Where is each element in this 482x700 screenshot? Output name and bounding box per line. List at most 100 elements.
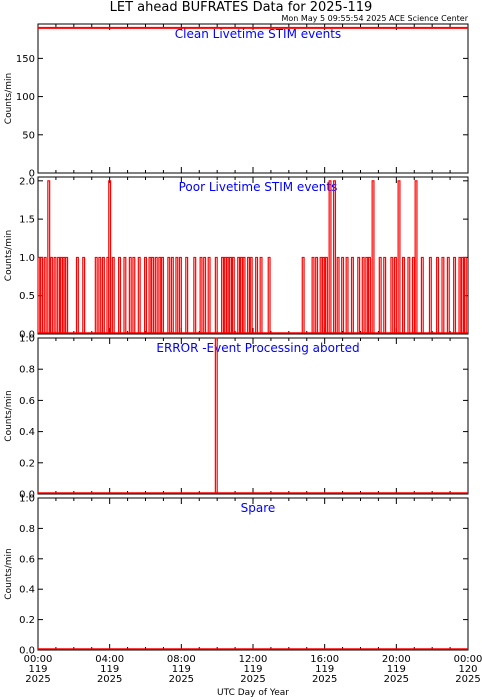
data-spike [402,256,405,333]
data-spike [446,256,450,333]
data-spike [229,256,233,333]
y-tick-label: 50 [22,130,35,141]
data-spike [319,256,323,333]
data-spike [118,256,122,333]
data-spike [461,256,465,333]
data-spike [371,180,375,333]
panel-label: Poor Livetime STIM events [179,180,338,194]
data-spike [49,256,53,333]
data-spike [249,256,253,333]
x-tick-time: 08:00 [167,654,196,665]
data-spike [357,256,361,333]
y-tick-label: 1.0 [19,334,35,345]
x-axis-label: UTC Day of Year [217,688,289,698]
data-spike [267,256,271,333]
data-spike [247,256,251,333]
data-spike [101,256,105,333]
y-tick-label: 0.8 [19,365,35,376]
x-tick-year: 2025 [169,674,194,685]
data-spike [47,180,51,333]
data-spike [365,256,369,333]
panel-2: 0.0 0.5 1.0 1.5 2.0 Counts/min Poor Livetime S… [4,176,469,341]
x-tick-doy: 119 [28,664,47,675]
panel-frame [37,23,469,174]
x-tick-doy: 119 [387,664,406,675]
data-spike [167,256,171,333]
data-spike [242,256,246,333]
y-tick-label: 2.0 [19,176,35,187]
data-spike [414,180,418,333]
data-spike [111,256,115,333]
x-tick-year: 2025 [240,674,265,685]
data-spike [411,256,415,333]
x-tick-doy: 119 [100,664,119,675]
x-tick-time: 20:00 [382,654,411,665]
data-spike [223,256,227,333]
data-spike [178,256,182,333]
data-spike [407,256,411,333]
x-tick-year: 2025 [97,674,122,685]
data-spike [53,256,57,333]
data-spike [397,180,401,333]
y-tick-label: 0.4 [19,427,35,438]
data-spike [453,256,457,333]
data-spike [428,256,432,333]
y-tick-label: 0.5 [19,291,35,302]
y-tick-label: 0 [29,169,35,180]
data-spike [57,256,61,333]
y-tick-label: 0.4 [19,585,35,596]
data-spike [333,180,337,333]
data-spike [185,256,189,333]
data-spike [255,256,259,333]
data-spike [94,256,98,333]
panel-label: Clean Livetime STIM events [175,27,341,41]
data-spike [207,256,211,333]
data-spike [199,256,203,333]
y-axis-label: Counts/min [4,73,14,124]
chart-title: LET ahead BUFRATES Data for 2025-119 [110,0,373,15]
x-tick-doy: 119 [172,664,191,675]
data-spike [170,256,174,333]
data-spike [350,256,354,333]
data-spike [214,337,218,493]
data-spike [144,256,147,333]
x-tick-time: 04:00 [95,654,124,665]
y-tick-label: 0.0 [19,330,35,341]
data-spike [231,256,235,333]
data-spike [62,256,66,333]
data-spike [328,180,332,333]
data-spike [311,256,315,333]
x-tick-year: 2025 [455,674,480,685]
y-tick-label: 0.6 [19,396,35,407]
data-spike [221,256,225,333]
data-spike [259,256,263,333]
data-spike [458,256,462,333]
data-spike [393,256,397,333]
data-spike [40,256,44,333]
x-tick-time: 00:00 [24,654,53,665]
data-spike [123,256,127,333]
y-tick-label: 0.0 [19,490,35,501]
data-spike [324,256,328,333]
data-spike [367,256,371,333]
y-tick-label: 0.2 [19,615,35,626]
data-spike [361,256,365,333]
data-spike [132,256,136,333]
data-spike [43,256,47,333]
data-spike [345,256,349,333]
data-spike [151,256,155,333]
y-axis-label: Counts/min [4,230,14,281]
data-spike [158,256,162,333]
panel-3: 0.0 0.2 0.4 0.6 0.8 1.0 Counts/min ERROR -Event… [4,334,469,501]
x-tick-time: 12:00 [239,654,268,665]
x-tick-year: 2025 [25,674,50,685]
data-spike [237,256,241,333]
x-tick-time: 00:00 [454,654,482,665]
y-tick-label: 1.0 [19,494,35,505]
data-spike [214,256,218,333]
y-axis-label: Counts/min [4,548,14,599]
x-tick-year: 2025 [312,674,337,685]
data-spike [226,256,230,333]
